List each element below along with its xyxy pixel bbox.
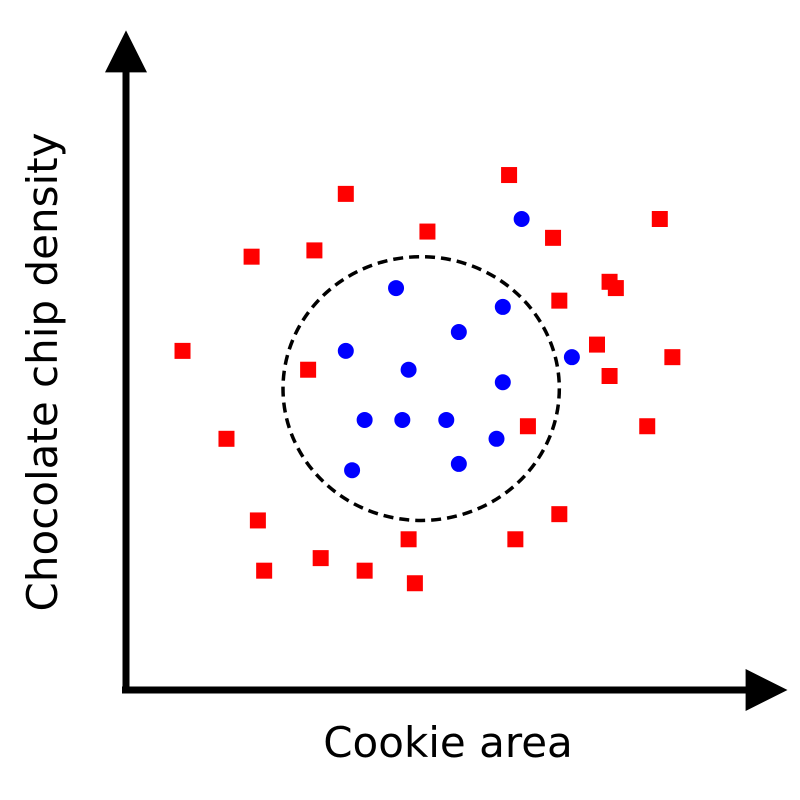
red-square-point (300, 361, 317, 378)
red-square-point (174, 342, 191, 359)
blue-circle-point (344, 462, 361, 479)
dashed-circle-boundary (281, 254, 562, 523)
red-square-point (545, 229, 562, 246)
red-square-point (551, 292, 568, 309)
blue-circle-point (356, 411, 373, 428)
blue-circle-point (488, 430, 505, 447)
blue-circle-point (337, 342, 354, 359)
blue-circle-point (388, 280, 405, 297)
red-square-point (601, 368, 618, 384)
blue-circle-point (438, 411, 455, 428)
red-square-point (256, 562, 273, 579)
red-square-point (519, 418, 536, 435)
x-axis-label: Cookie area (323, 718, 573, 767)
red-square-point (406, 575, 423, 592)
red-square-point (400, 531, 417, 548)
red-square-point (664, 349, 681, 366)
red-square-point (419, 223, 436, 240)
red-square-point (501, 167, 518, 184)
blue-circle-point (494, 374, 511, 391)
y-axis-label: Chocolate chip density (18, 133, 67, 612)
red-square-point (312, 550, 329, 567)
blue-circle-point (400, 361, 417, 378)
blue-circle-point (563, 349, 580, 366)
red-square-point (356, 562, 373, 579)
blue-circle-point (450, 324, 467, 341)
red-square-point (243, 248, 260, 265)
red-square-point (651, 211, 668, 227)
blue-circle-point (494, 298, 511, 315)
red-square-point (639, 418, 656, 435)
blue-circle-point (394, 411, 411, 428)
red-square-point (306, 242, 323, 259)
red-square-point (589, 336, 605, 353)
red-square-point (507, 531, 524, 548)
red-square-point (551, 506, 568, 523)
red-square-point (218, 430, 235, 447)
blue-circle-point (513, 211, 530, 227)
red-square-point (607, 280, 624, 297)
red-square-point (337, 185, 354, 202)
red-square-point (249, 512, 266, 529)
blue-circle-point (450, 455, 467, 472)
